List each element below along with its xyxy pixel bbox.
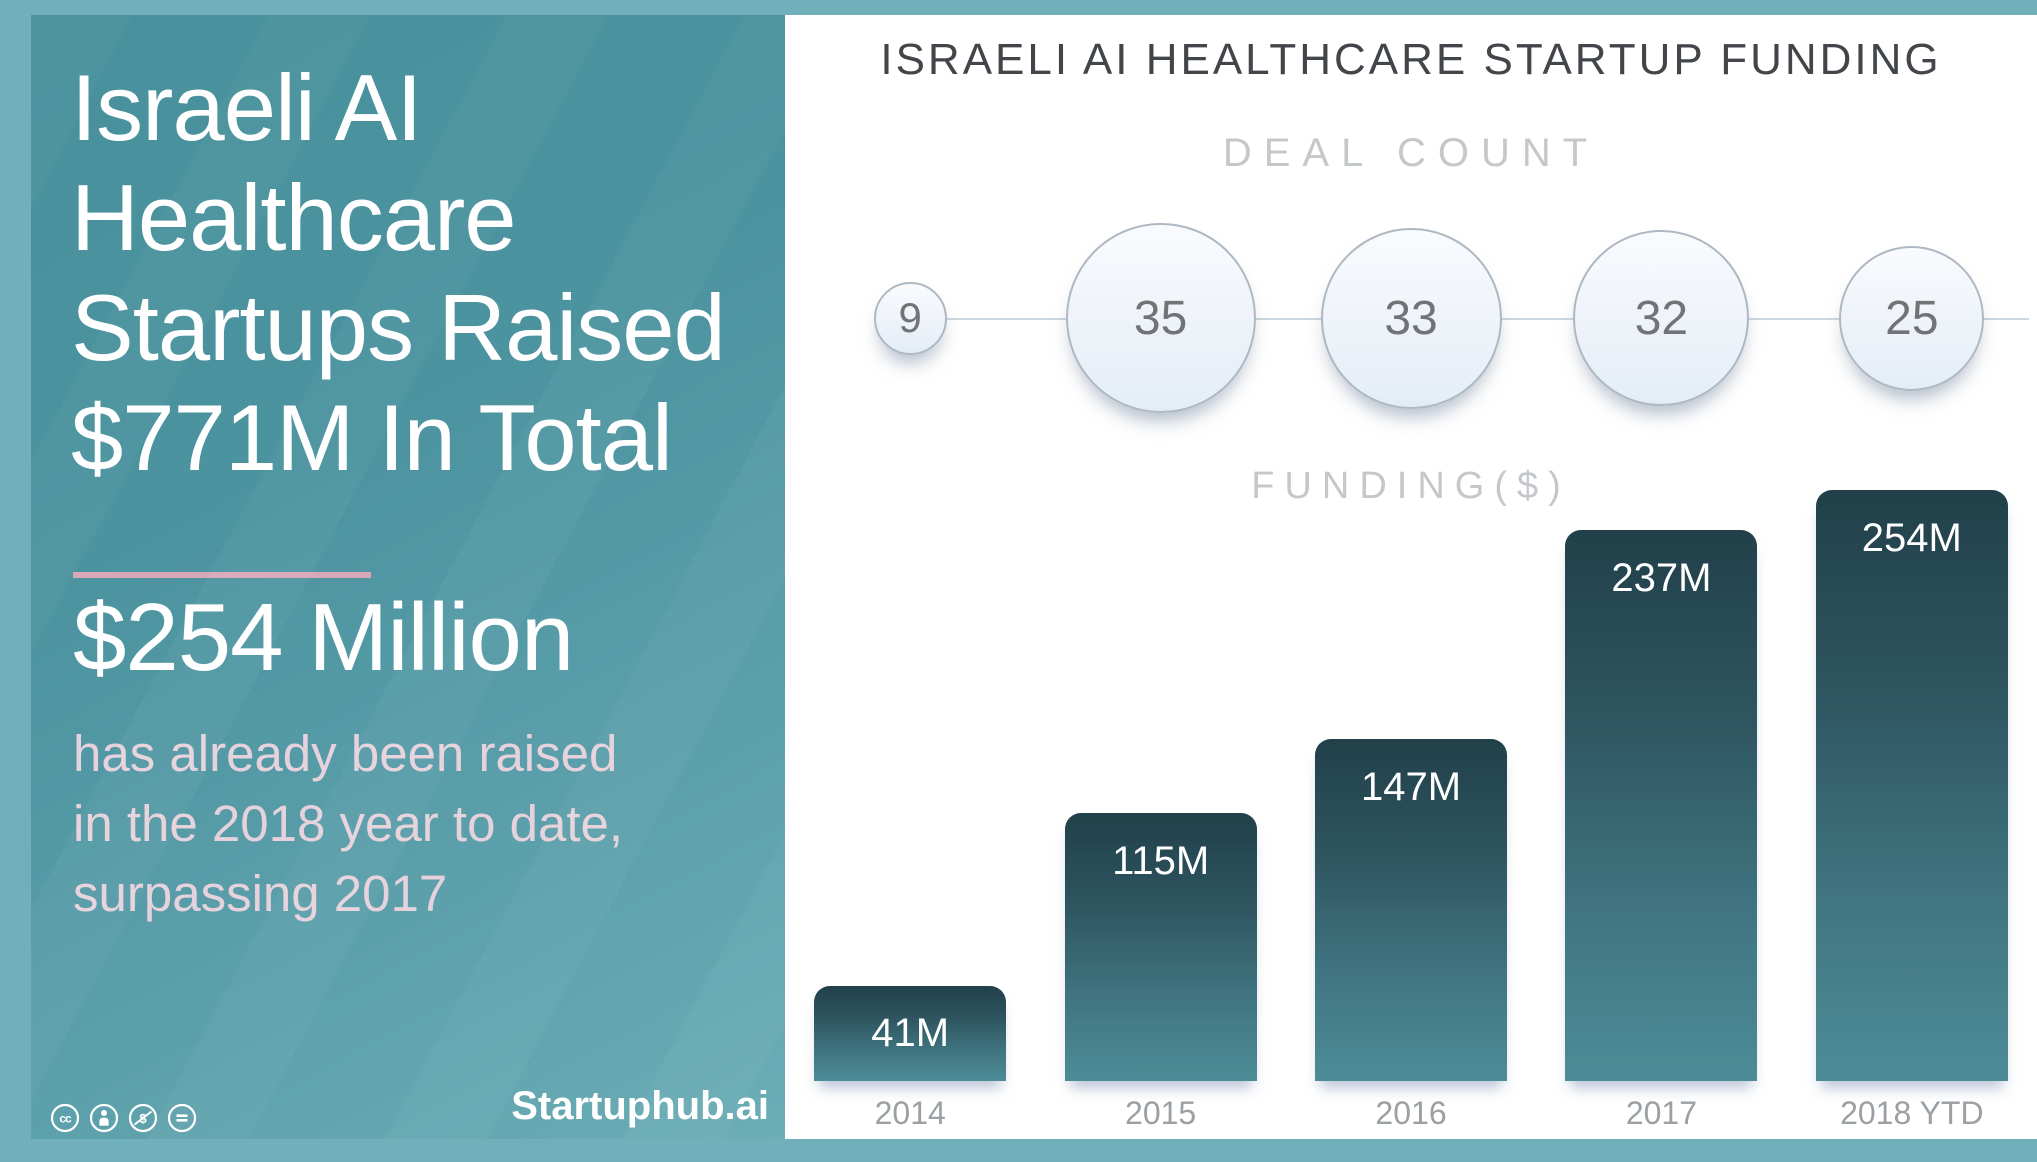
deal-bubble-value: 32	[1634, 291, 1689, 345]
deal-bubble-value: 35	[1133, 291, 1188, 345]
funding-bar: 254M	[1815, 490, 2008, 1081]
year-label: 2015	[1125, 1094, 1197, 1131]
highlight-amount: $254 Million	[73, 584, 574, 691]
subtext-line-2: in the 2018 year to date,	[73, 795, 624, 852]
no-derivatives-icon	[167, 1103, 197, 1133]
deal-bubble-value: 9	[898, 294, 922, 341]
funding-bar-cell: 147M	[1286, 481, 1536, 1081]
deal-bubble-cell: 9	[785, 215, 1035, 421]
funding-bar-value: 41M	[871, 1011, 950, 1055]
brand-logo: Startuphub.ai	[511, 1084, 769, 1128]
deal-bubble-cell: 33	[1286, 215, 1536, 421]
deal-bubble-cell: 25	[1787, 215, 2037, 421]
creative-commons-license: cc $	[50, 1103, 197, 1133]
funding-label: FUNDING($)	[1251, 465, 1571, 507]
year-label: 2017	[1625, 1094, 1698, 1131]
title-line-2: Healthcare	[71, 165, 517, 270]
year-label: 2018 YTD	[1840, 1094, 1984, 1131]
deal-count-bubble-chart: 9 35 33 32 25	[785, 215, 2037, 421]
funding-bar-value: 254M	[1861, 516, 1962, 560]
deal-bubble: 33	[1320, 227, 1502, 409]
deal-bubble: 25	[1839, 245, 1985, 391]
title-line-3: Startups Raised	[71, 275, 726, 380]
funding-bar-cell: 41M	[785, 481, 1035, 1081]
title-line-1: Israeli AI	[71, 55, 423, 160]
funding-bar-value: 237M	[1611, 556, 1712, 600]
funding-bar-cell: 115M	[1035, 481, 1285, 1081]
funding-bar-value: 147M	[1360, 765, 1462, 809]
svg-text:cc: cc	[59, 1112, 72, 1126]
funding-bar-cell: 254M	[1787, 481, 2037, 1081]
cc-icon: cc	[50, 1103, 80, 1133]
deal-bubble-cell: 35	[1035, 215, 1285, 421]
funding-bar: 115M	[1064, 813, 1257, 1081]
funding-bar: 41M	[814, 986, 1007, 1081]
funding-bar-cell: 237M	[1536, 481, 1786, 1081]
x-axis-labels: 2014 2015 2016 2017 2018 YTD	[785, 1091, 2037, 1135]
page-title: Israeli AI Healthcare Startups Raised $7…	[71, 53, 765, 493]
year-label: 2014	[874, 1094, 946, 1131]
non-commercial-icon: $	[128, 1103, 158, 1133]
chart-title: ISRAELI AI HEALTHCARE STARTUP FUNDING	[880, 35, 1942, 84]
deal-bubble: 9	[873, 281, 947, 355]
deal-bubble-value: 25	[1885, 291, 1939, 345]
deal-count-label: DEAL COUNT	[1222, 131, 1600, 175]
funding-bar: 237M	[1565, 530, 1758, 1081]
title-line-4: $771M In Total	[71, 385, 673, 490]
subtext-line-1: has already been raised	[73, 725, 618, 782]
chart-panel: ISRAELI AI HEALTHCARE STARTUP FUNDING DE…	[785, 15, 2037, 1139]
pink-divider	[73, 572, 371, 578]
deal-bubble-cell: 32	[1536, 215, 1786, 421]
funding-bar-chart: 41M 115M 147M 237M 254M	[785, 481, 2037, 1081]
attribution-icon	[89, 1103, 119, 1133]
funding-bar-value: 115M	[1112, 839, 1210, 883]
left-summary-panel: Israeli AI Healthcare Startups Raised $7…	[31, 15, 785, 1139]
subtext-line-3: surpassing 2017	[73, 865, 448, 922]
deal-bubble: 35	[1065, 223, 1256, 413]
year-label: 2016	[1375, 1094, 1447, 1131]
deal-bubble: 32	[1573, 230, 1750, 406]
highlight-subtext: has already been raised in the 2018 year…	[73, 719, 765, 929]
funding-bar: 147M	[1315, 739, 1508, 1081]
deal-bubble-value: 33	[1384, 291, 1438, 345]
